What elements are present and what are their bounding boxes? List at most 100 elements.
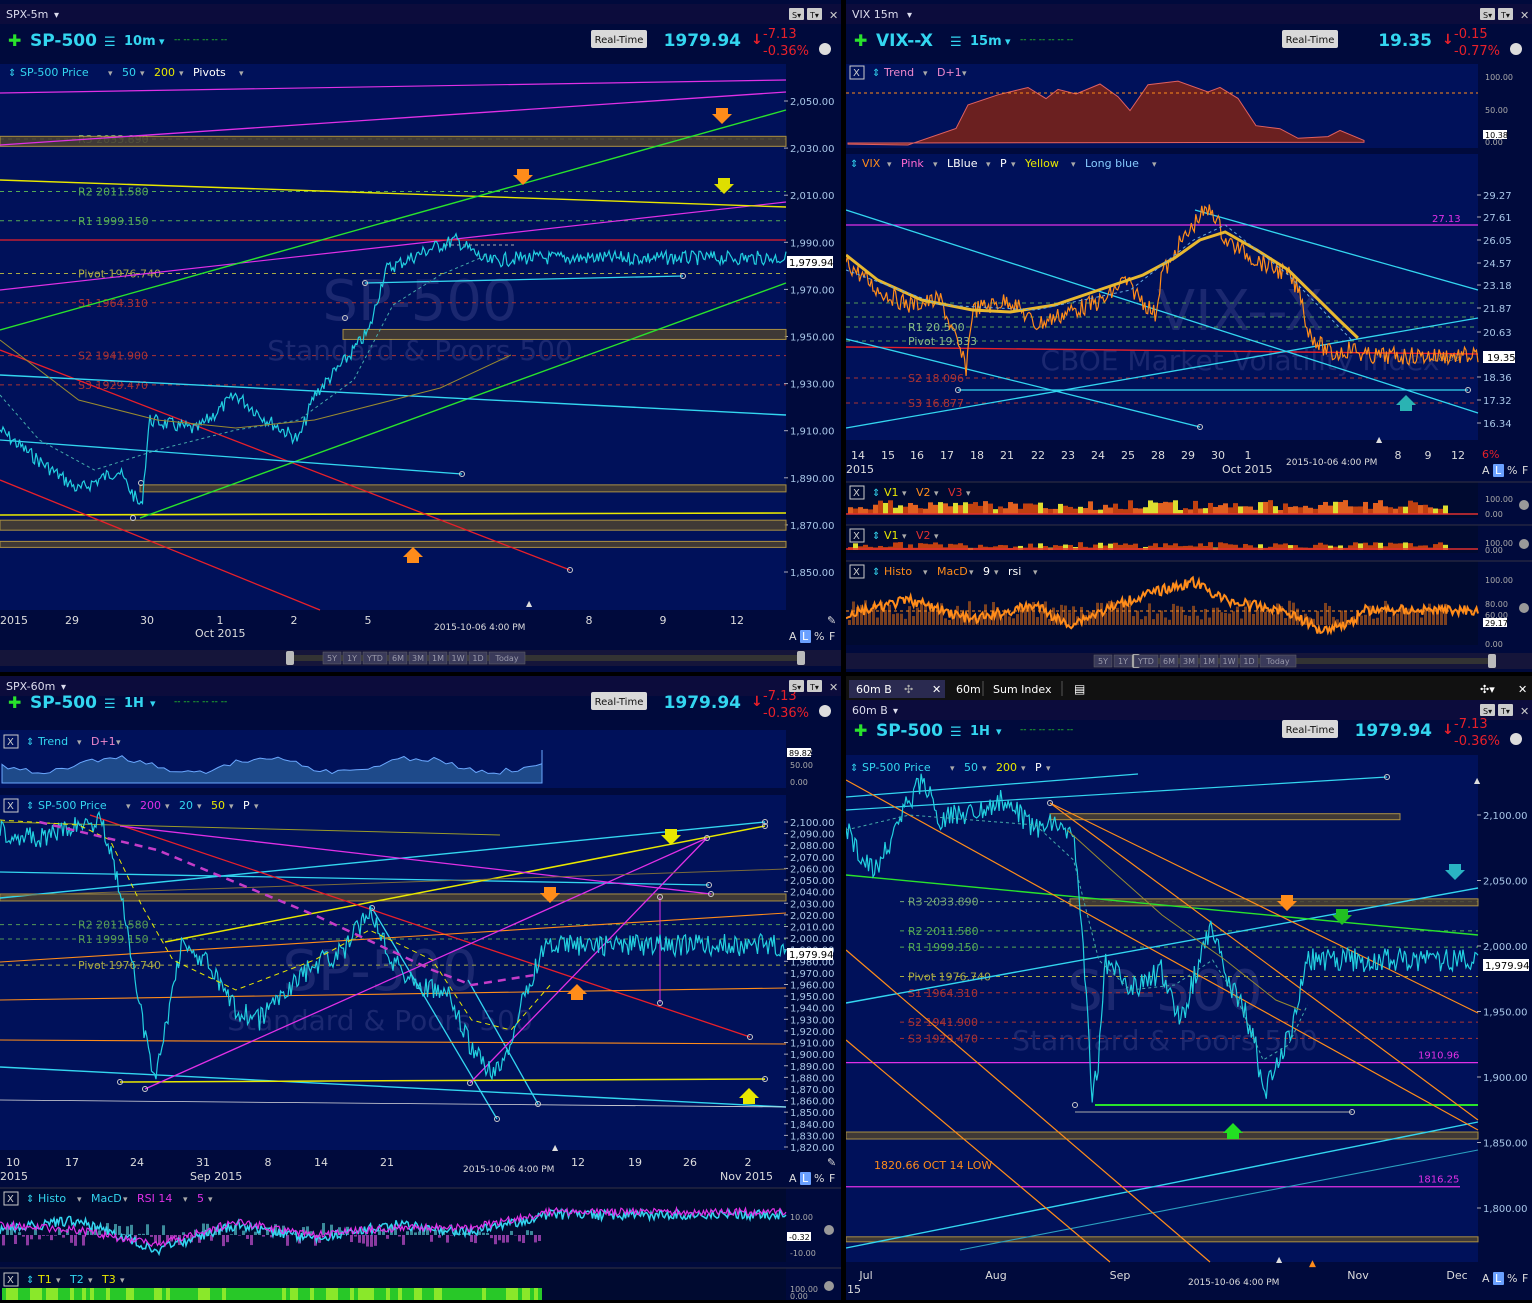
collapse-icon[interactable] — [1519, 539, 1529, 549]
legend-dropdown-icon[interactable]: ▾ — [88, 1276, 93, 1286]
color-palette-icon[interactable] — [819, 43, 831, 55]
legend-dropdown-icon[interactable]: ▾ — [140, 69, 145, 79]
close-study-icon[interactable]: X — [7, 1194, 14, 1205]
legend-dropdown-icon[interactable]: ▾ — [197, 802, 202, 812]
legend-item[interactable]: V3 — [948, 486, 963, 499]
range-button-Today[interactable]: Today — [1265, 657, 1289, 666]
legend-item[interactable]: LBlue — [947, 157, 978, 170]
legend-item[interactable]: V2 — [916, 529, 931, 542]
layout-icon[interactable]: ✣▾ — [1480, 683, 1495, 696]
legend-dropdown-icon[interactable]: ▾ — [254, 802, 259, 812]
legend-item[interactable]: VIX — [862, 157, 881, 170]
auto-scale-toggle[interactable]: A — [1482, 464, 1490, 477]
percent-scale-toggle[interactable]: % — [1507, 1272, 1517, 1285]
legend-dropdown-icon[interactable]: ▾ — [969, 568, 974, 578]
legend-item[interactable]: 50 — [964, 761, 978, 774]
legend-item[interactable]: T1 — [37, 1273, 52, 1286]
range-button-Today[interactable]: Today — [494, 654, 518, 663]
fit-scale-toggle[interactable]: F — [829, 1172, 835, 1185]
legend-dropdown-icon[interactable]: ▾ — [77, 738, 82, 748]
add-symbol-icon[interactable]: ✚ — [8, 31, 21, 50]
percent-scale-toggle[interactable]: % — [1507, 464, 1517, 477]
legend-dropdown-icon[interactable]: ▾ — [950, 764, 955, 774]
range-button-1W[interactable]: 1W — [1223, 657, 1236, 666]
draw-tool-icon[interactable]: ✎ — [827, 614, 836, 627]
close-study-icon[interactable]: X — [853, 488, 860, 499]
legend-dropdown-icon[interactable]: ▾ — [1152, 160, 1157, 170]
window-title[interactable]: SPX-60m — [6, 680, 55, 693]
window-title[interactable]: VIX 15m — [852, 8, 899, 21]
legend-item[interactable]: SP-500 Price — [20, 66, 89, 79]
legend-item[interactable]: T2 — [69, 1273, 84, 1286]
legend-item[interactable]: Pivots — [193, 66, 226, 79]
window-menu-icon[interactable]: ▾ — [54, 10, 59, 21]
legend-dropdown-icon[interactable]: ▾ — [923, 568, 928, 578]
legend-dropdown-icon[interactable]: ▾ — [934, 532, 939, 542]
move-study-icon[interactable]: ⇕ — [26, 1194, 34, 1205]
symbol-name[interactable]: SP-500 — [876, 721, 943, 741]
toolbar-button-label[interactable]: S▾ — [1483, 11, 1492, 20]
move-tab-icon[interactable]: ✣ — [904, 683, 913, 696]
legend-item[interactable]: 200 — [996, 761, 1017, 774]
toolbar-button-label[interactable]: T▾ — [1500, 11, 1510, 20]
fit-scale-toggle[interactable]: F — [1522, 464, 1528, 477]
window-title[interactable]: SPX-5m — [6, 8, 48, 21]
legend-item[interactable]: RSI 14 — [137, 1192, 172, 1205]
tab-1[interactable]: 60m — [956, 683, 981, 696]
close-study-icon[interactable]: X — [7, 801, 14, 812]
legend-item[interactable]: 200 — [140, 799, 161, 812]
tab-0[interactable]: 60m B — [856, 683, 892, 696]
legend-item[interactable]: D+1 — [937, 66, 962, 79]
close-study-icon[interactable]: X — [7, 737, 14, 748]
collapse-icon[interactable] — [1519, 500, 1529, 510]
legend-dropdown-icon[interactable]: ▾ — [902, 532, 907, 542]
range-button-1Y[interactable]: 1Y — [347, 654, 357, 663]
range-button-YTD[interactable]: YTD — [366, 654, 383, 663]
toolbar-button-label[interactable]: S▾ — [792, 683, 801, 692]
legend-item[interactable]: V2 — [916, 486, 931, 499]
move-study-icon[interactable]: ⇕ — [8, 68, 16, 79]
close-icon[interactable]: ✕ — [829, 681, 838, 694]
range-button-1D[interactable]: 1D — [472, 654, 483, 663]
legend-item[interactable]: 50 — [211, 799, 225, 812]
interval-selector[interactable]: 1H — [970, 724, 990, 739]
collapse-icon[interactable] — [824, 1281, 834, 1291]
add-symbol-icon[interactable]: ✚ — [854, 31, 867, 50]
legend-dropdown-icon[interactable]: ▾ — [108, 69, 113, 79]
legend-dropdown-icon[interactable]: ▾ — [120, 1276, 125, 1286]
legend-item[interactable]: Yellow — [1024, 157, 1059, 170]
legend-item[interactable]: MacD — [91, 1192, 122, 1205]
legend-item[interactable]: D+1 — [91, 735, 116, 748]
log-scale-label[interactable]: L — [802, 1172, 809, 1185]
move-study-icon[interactable]: ⇕ — [26, 1275, 34, 1286]
legend-item[interactable]: SP-500 Price — [862, 761, 931, 774]
legend-item[interactable]: Trend — [883, 66, 914, 79]
toolbar-button-label[interactable]: T▾ — [1500, 707, 1510, 716]
legend-item[interactable]: 9 — [983, 565, 990, 578]
legend-item[interactable]: Pink — [901, 157, 924, 170]
close-icon[interactable]: ✕ — [1520, 9, 1529, 22]
legend-dropdown-icon[interactable]: ▾ — [165, 802, 170, 812]
legend-dropdown-icon[interactable]: ▾ — [183, 1195, 188, 1205]
auto-scale-toggle[interactable]: A — [789, 630, 797, 643]
range-button-1D[interactable]: 1D — [1243, 657, 1254, 666]
legend-dropdown-icon[interactable]: ▾ — [962, 69, 967, 79]
legend-dropdown-icon[interactable]: ▾ — [1011, 160, 1016, 170]
legend-dropdown-icon[interactable]: ▾ — [902, 489, 907, 499]
legend-dropdown-icon[interactable]: ▾ — [208, 1195, 213, 1205]
legend-dropdown-icon[interactable]: ▾ — [986, 160, 991, 170]
legend-item[interactable]: rsi — [1008, 565, 1021, 578]
move-study-icon[interactable]: ⇕ — [872, 488, 880, 499]
legend-dropdown-icon[interactable]: ▾ — [126, 802, 131, 812]
range-button-1Y[interactable]: 1Y — [1118, 657, 1128, 666]
legend-dropdown-icon[interactable]: ▾ — [179, 69, 184, 79]
symbol-name[interactable]: SP-500 — [30, 31, 97, 51]
legend-item[interactable]: 200 — [154, 66, 175, 79]
legend-dropdown-icon[interactable]: ▾ — [933, 160, 938, 170]
fit-scale-toggle[interactable]: F — [829, 630, 835, 643]
collapse-icon[interactable] — [1519, 603, 1529, 613]
move-study-icon[interactable]: ⇕ — [850, 763, 858, 774]
log-scale-label[interactable]: L — [802, 630, 809, 643]
auto-scale-toggle[interactable]: A — [1482, 1272, 1490, 1285]
move-study-icon[interactable]: ⇕ — [872, 531, 880, 542]
